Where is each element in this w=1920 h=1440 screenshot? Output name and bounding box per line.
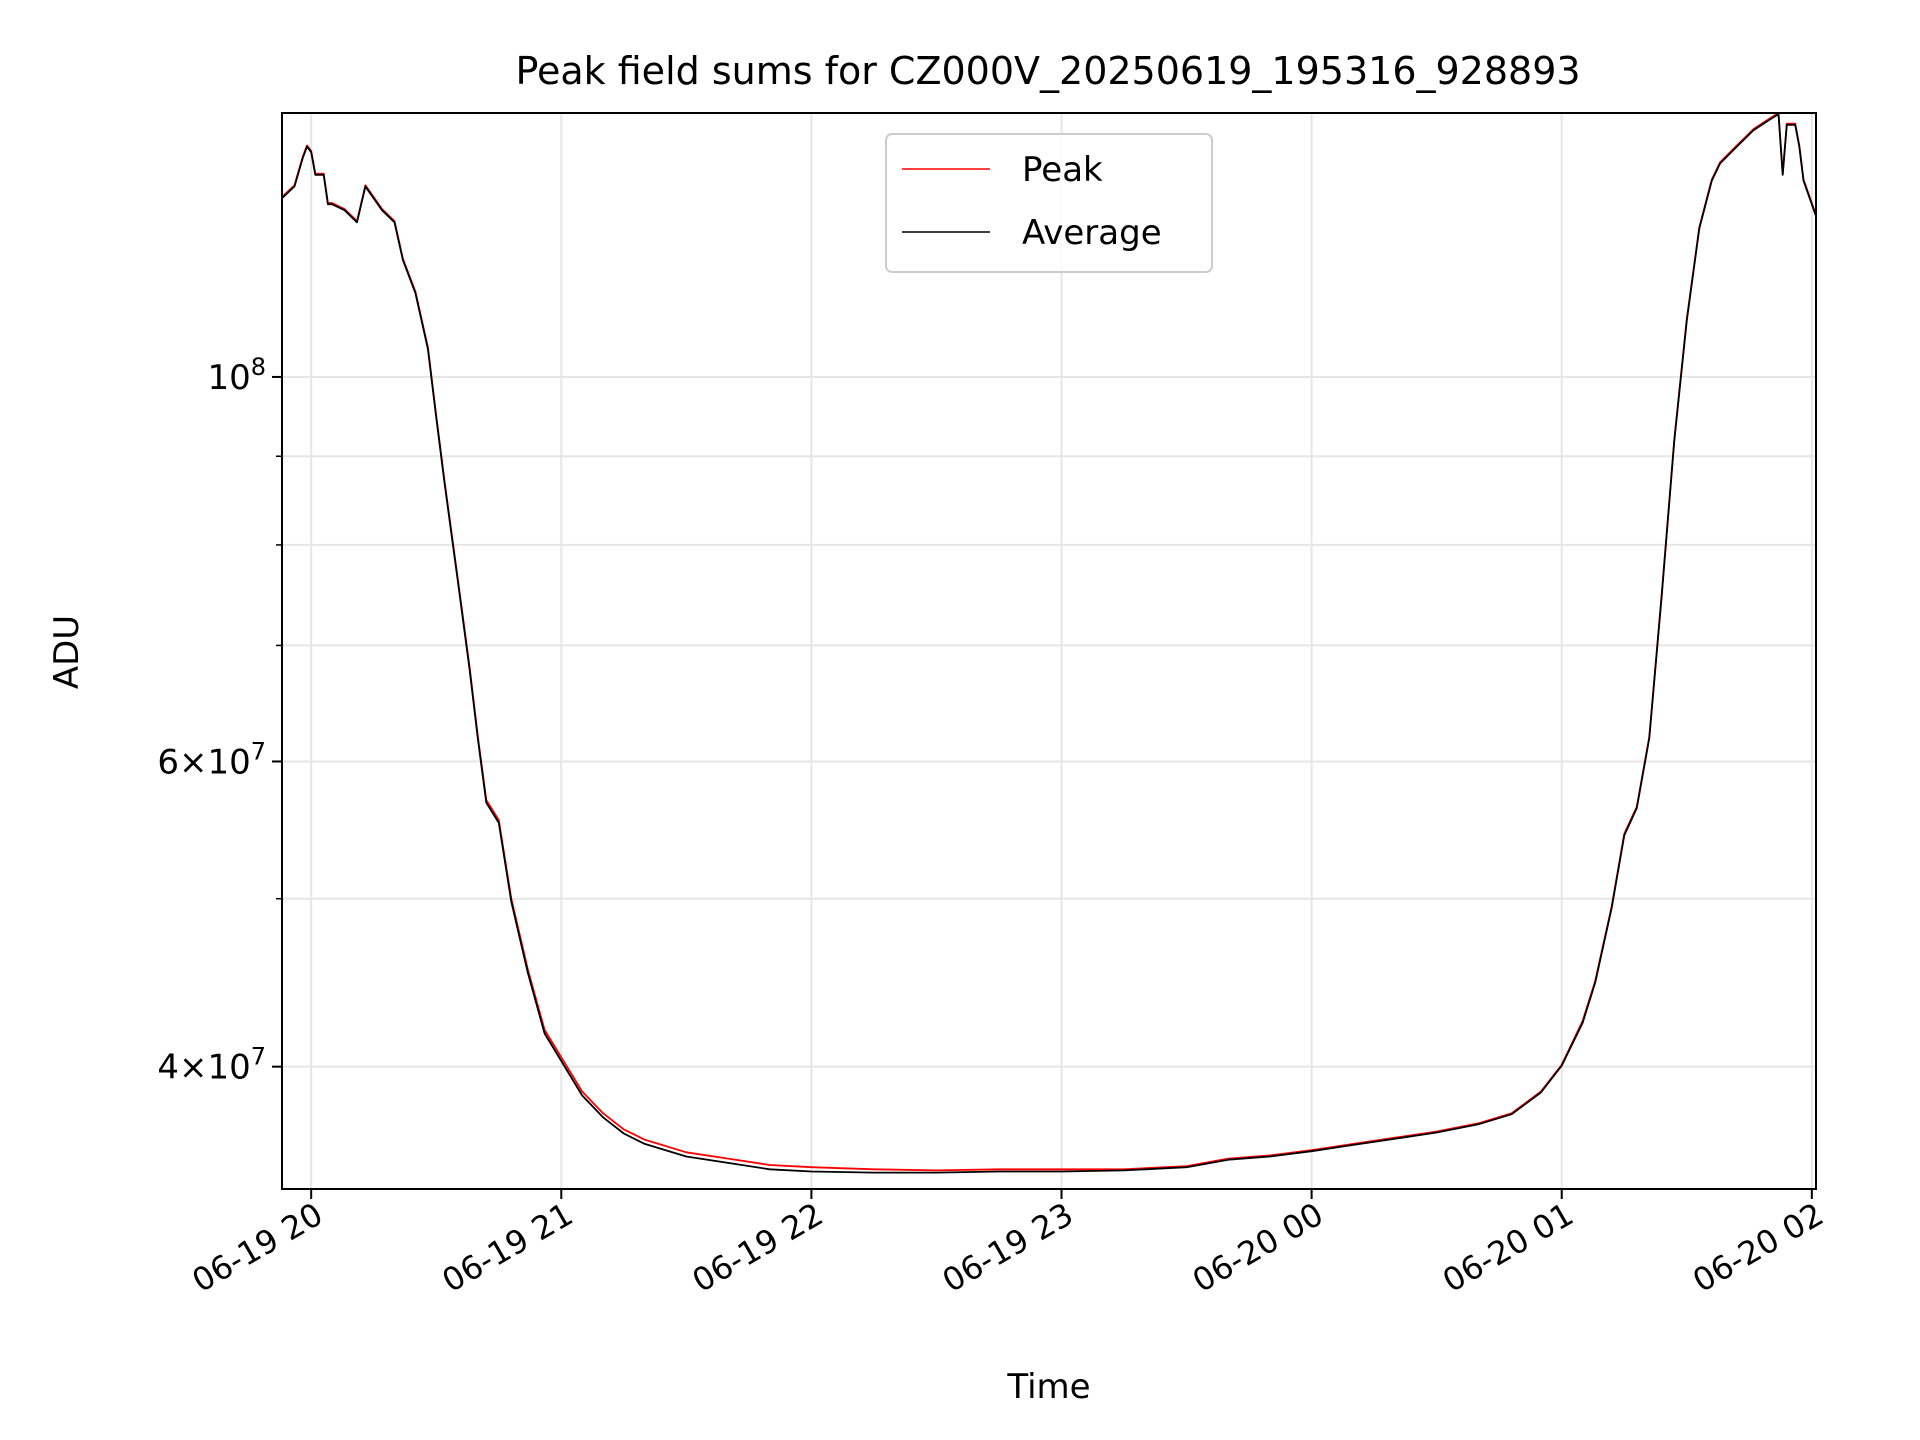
plot-area	[282, 113, 1816, 1174]
legend: Peak Average	[885, 133, 1213, 273]
series-line-average	[282, 113, 1816, 1174]
legend-peak-label: Peak	[1022, 150, 1103, 190]
y-tick-label: 4×107	[157, 1043, 266, 1088]
y-tick-label: 108	[207, 353, 266, 398]
y-axis-label: ADU	[47, 615, 87, 689]
plot-frame	[281, 112, 1817, 1190]
chart-title: Peak field sums for CZ000V_20250619_1953…	[515, 49, 1580, 93]
legend-average-label: Average	[1022, 213, 1162, 253]
x-axis-label: Time	[1006, 1367, 1090, 1407]
y-tick-label: 6×107	[157, 737, 266, 782]
grid	[282, 113, 1816, 1189]
